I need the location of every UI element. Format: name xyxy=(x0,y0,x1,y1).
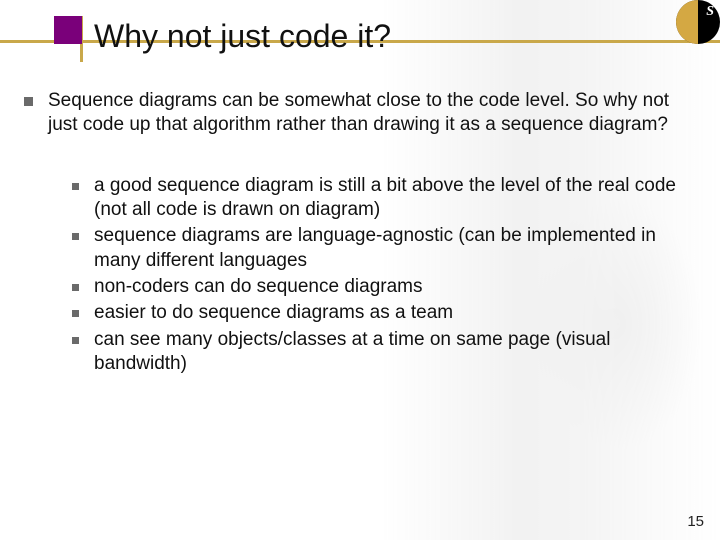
list-item: easier to do sequence diagrams as a team xyxy=(68,301,696,325)
corner-logo: S xyxy=(676,0,720,44)
bullet-list-level2: a good sequence diagram is still a bit a… xyxy=(68,174,696,377)
slide-content: S Why not just code it? Sequence diagram… xyxy=(0,0,720,540)
bullet-list-level1: Sequence diagrams can be somewhat close … xyxy=(18,89,696,376)
bullet-text: sequence diagrams are language-agnostic … xyxy=(94,225,656,270)
page-number: 15 xyxy=(687,513,704,530)
list-item: Sequence diagrams can be somewhat close … xyxy=(18,89,696,376)
list-item: a good sequence diagram is still a bit a… xyxy=(68,174,696,223)
bullet-text: a good sequence diagram is still a bit a… xyxy=(94,175,676,220)
bullet-text: can see many objects/classes at a time o… xyxy=(94,329,610,374)
body-area: Sequence diagrams can be somewhat close … xyxy=(0,89,720,376)
title-accent-square xyxy=(54,16,82,44)
bullet-text: non-coders can do sequence diagrams xyxy=(94,276,422,297)
title-bar: Why not just code it? xyxy=(56,0,720,55)
bullet-text: easier to do sequence diagrams as a team xyxy=(94,302,453,323)
corner-logo-letter: S xyxy=(706,4,714,20)
bullet-text: Sequence diagrams can be somewhat close … xyxy=(48,90,669,135)
list-item: non-coders can do sequence diagrams xyxy=(68,275,696,299)
list-item: sequence diagrams are language-agnostic … xyxy=(68,224,696,273)
list-item: can see many objects/classes at a time o… xyxy=(68,328,696,377)
slide-title: Why not just code it? xyxy=(94,12,720,55)
